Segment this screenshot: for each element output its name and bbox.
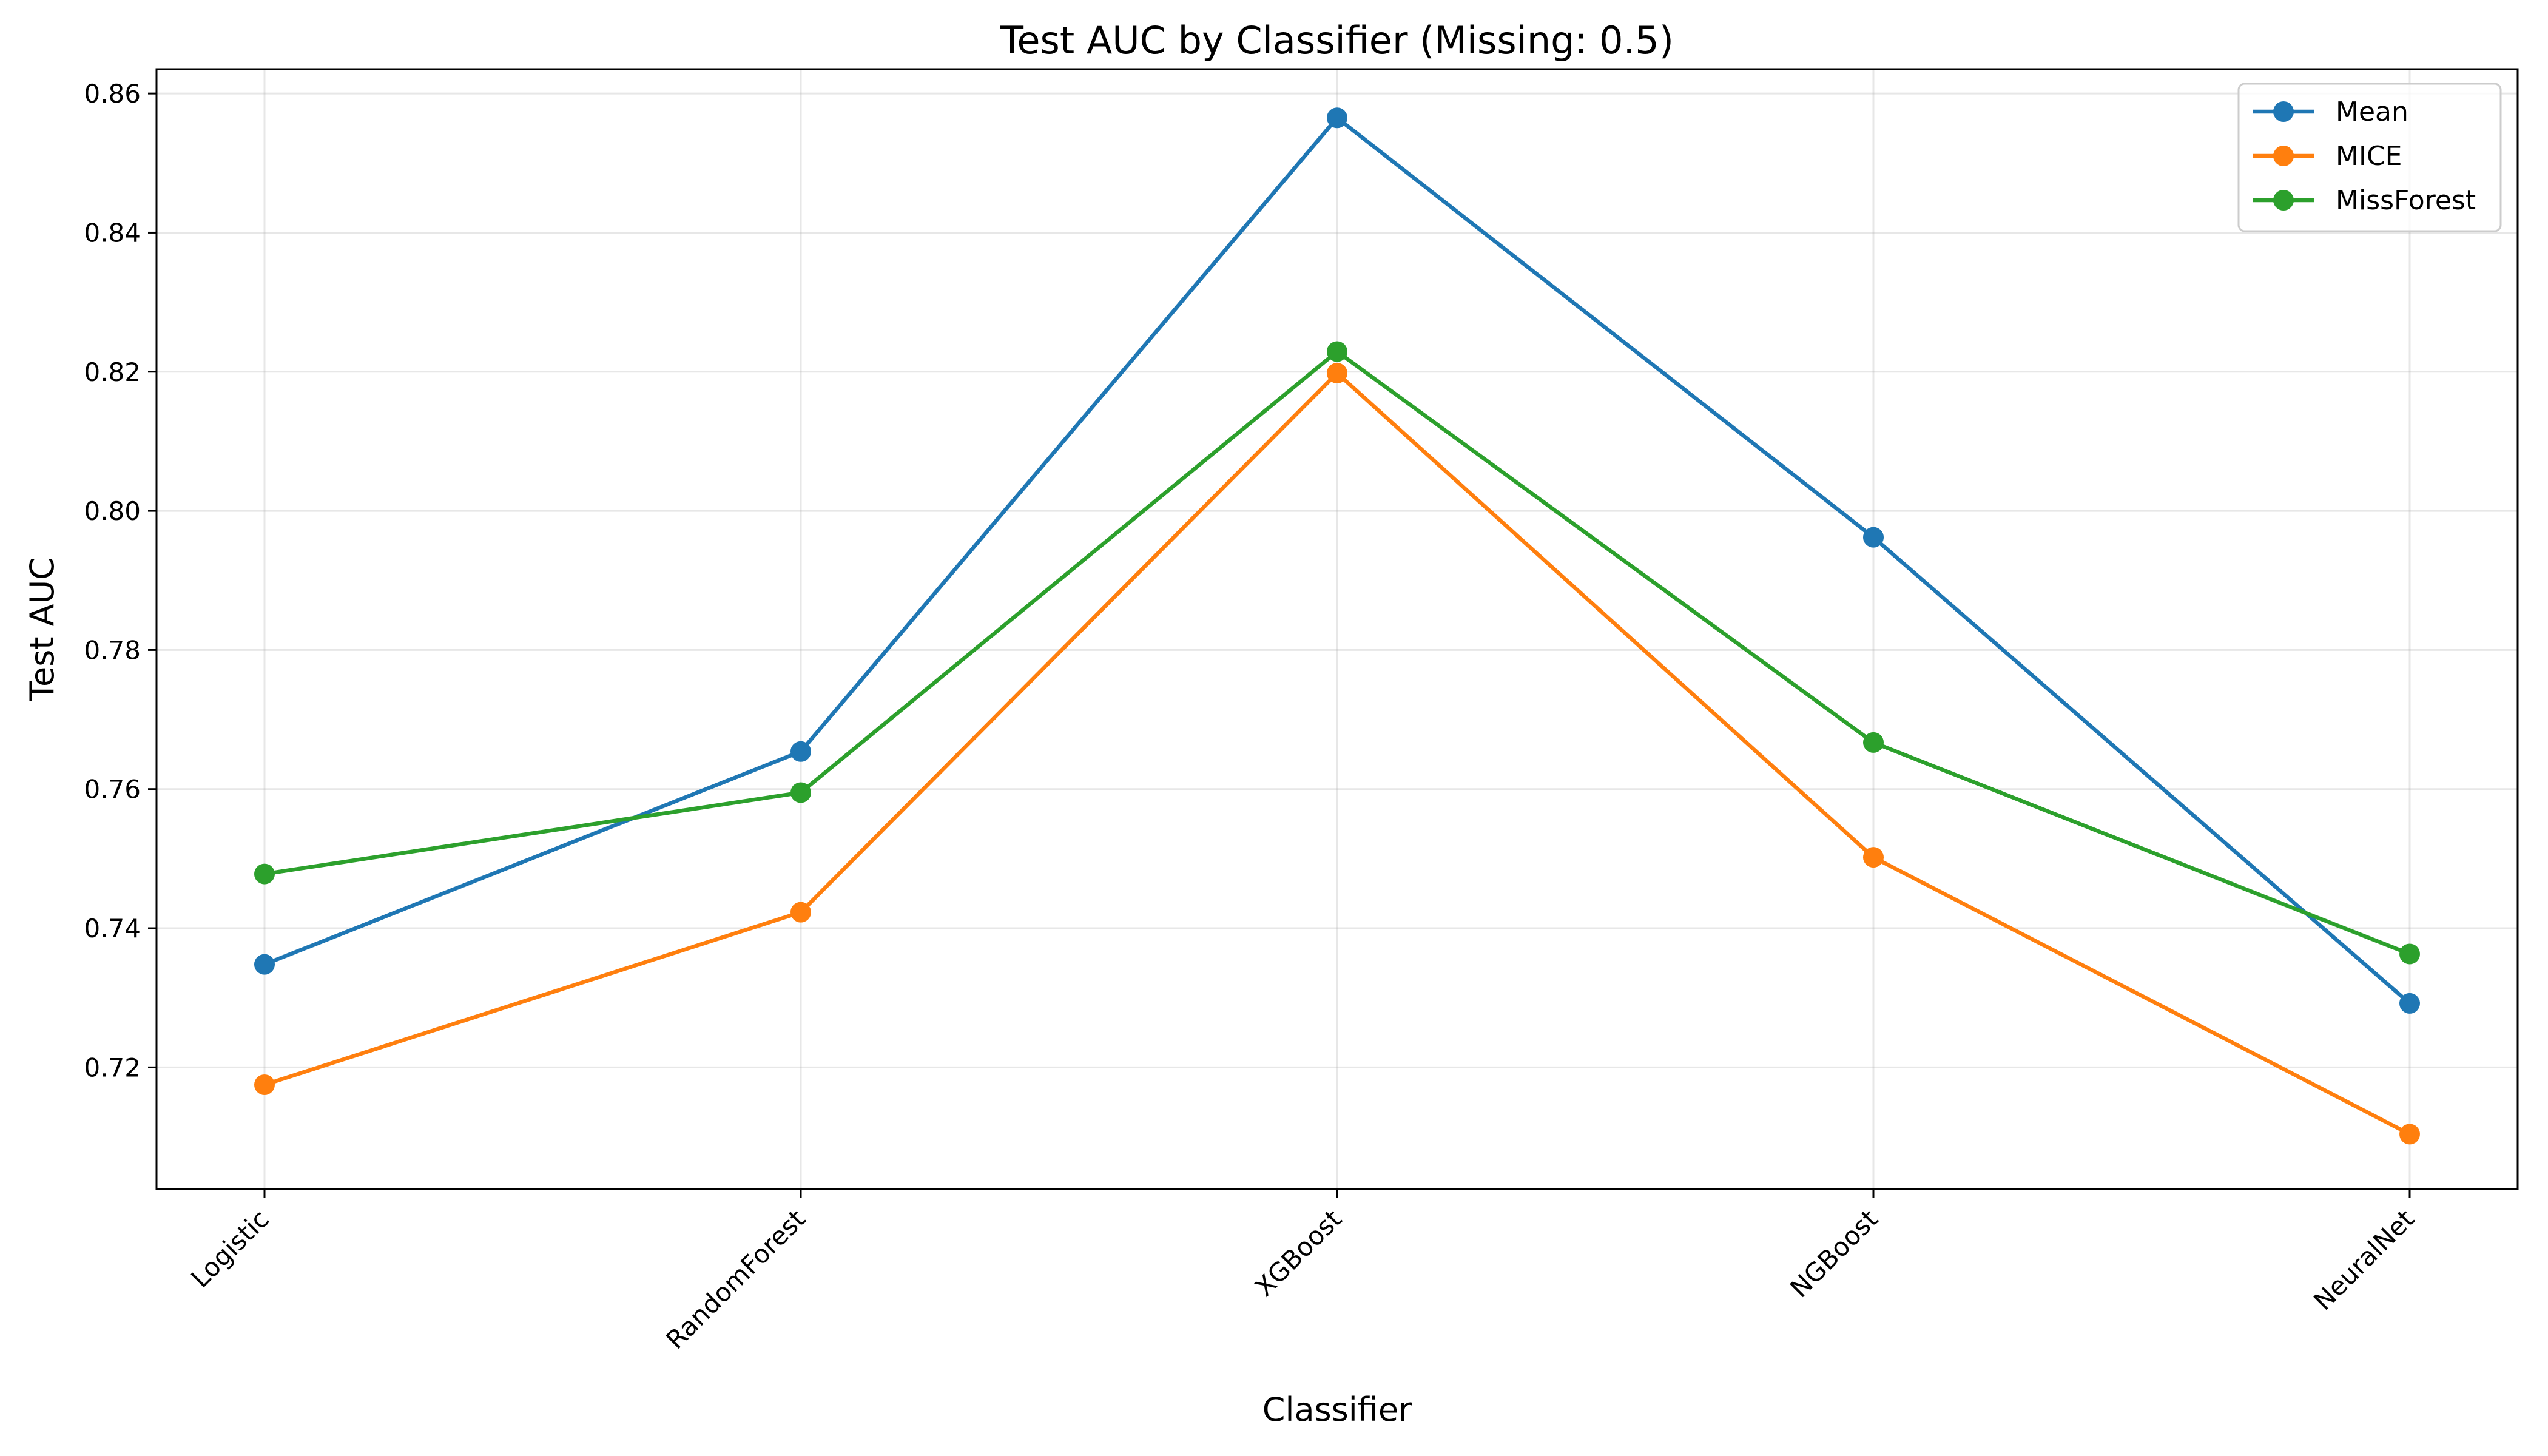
y-tick-label: 0.76 <box>84 775 141 804</box>
y-tick-label: 0.82 <box>84 357 141 387</box>
legend: Mean MICE MissForest <box>2237 83 2502 232</box>
data-point <box>1327 341 1347 362</box>
series-mice <box>254 363 2420 1145</box>
series-layer <box>254 107 2420 1145</box>
data-point <box>1327 363 1347 384</box>
y-tick-label: 0.72 <box>84 1053 141 1082</box>
data-point <box>2399 993 2420 1014</box>
data-point <box>254 863 275 885</box>
y-tick-label: 0.86 <box>84 79 141 109</box>
legend-label: MissForest <box>2336 185 2476 216</box>
data-point <box>2399 943 2420 965</box>
data-point <box>1863 732 1884 753</box>
data-point <box>790 741 811 762</box>
y-axis-label: Test AUC <box>23 557 61 702</box>
series-mean <box>254 107 2420 1014</box>
series-missforest <box>254 341 2420 965</box>
legend-label: MICE <box>2336 141 2402 172</box>
x-axis-label: Classifier <box>1262 1390 1412 1429</box>
data-point <box>1327 107 1347 129</box>
legend-box <box>2237 83 2502 232</box>
legend-marker <box>2273 101 2294 122</box>
data-point <box>1863 847 1884 868</box>
y-tick-label: 0.80 <box>84 496 141 526</box>
data-point <box>254 954 275 975</box>
y-tick-label: 0.74 <box>84 914 141 943</box>
legend-label: Mean <box>2336 96 2408 127</box>
y-tick-label: 0.78 <box>84 635 141 665</box>
data-point <box>790 902 811 923</box>
y-tick-label: 0.84 <box>84 218 141 248</box>
chart-title: Test AUC by Classifier (Missing: 0.5) <box>1000 18 1674 62</box>
data-point <box>1863 527 1884 548</box>
legend-marker <box>2273 146 2294 166</box>
data-point <box>254 1074 275 1096</box>
legend-marker <box>2273 190 2294 211</box>
data-point <box>790 782 811 803</box>
data-point <box>2399 1124 2420 1145</box>
